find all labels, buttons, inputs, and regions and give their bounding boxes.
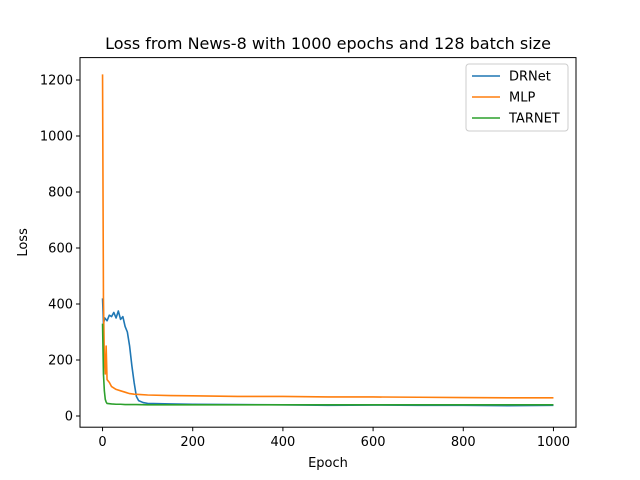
x-tick-label: 200 <box>180 435 205 450</box>
plot-area <box>79 57 577 428</box>
x-tick-label: 400 <box>270 435 295 450</box>
y-tick-label: 1000 <box>40 130 73 145</box>
legend: DRNet MLP TARNET <box>465 63 569 132</box>
x-axis-label: Epoch <box>308 456 348 471</box>
chart-title: Loss from News-8 with 1000 epochs and 12… <box>105 34 551 53</box>
legend-label-drnet: DRNet <box>509 70 551 85</box>
series-line-tarnet <box>101 323 554 406</box>
y-tick-label: 800 <box>48 186 73 201</box>
legend-box <box>465 63 569 132</box>
series-line-drnet <box>101 298 554 407</box>
y-axis-label: Loss <box>16 228 31 257</box>
series-line-mlp <box>101 74 554 399</box>
x-axis: 0 200 400 600 800 1000 <box>98 427 570 450</box>
x-tick-label: 800 <box>451 435 476 450</box>
y-tick-label: 200 <box>48 354 73 369</box>
legend-label-tarnet: TARNET <box>508 112 560 127</box>
x-tick-label: 0 <box>98 435 106 450</box>
x-tick-label: 1000 <box>537 435 570 450</box>
legend-label-mlp: MLP <box>509 91 535 106</box>
y-axis: 0 200 400 600 800 1000 1200 <box>40 74 80 425</box>
y-tick-label: 0 <box>65 410 73 425</box>
y-tick-label: 1200 <box>40 74 73 89</box>
y-tick-label: 600 <box>48 242 73 257</box>
y-tick-label: 400 <box>48 298 73 313</box>
x-tick-label: 600 <box>361 435 386 450</box>
plot-frame <box>79 57 577 428</box>
